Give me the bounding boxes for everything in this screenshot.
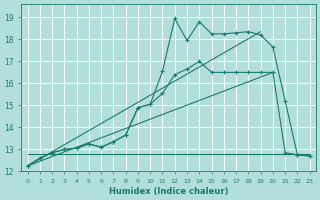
X-axis label: Humidex (Indice chaleur): Humidex (Indice chaleur) [109, 187, 228, 196]
